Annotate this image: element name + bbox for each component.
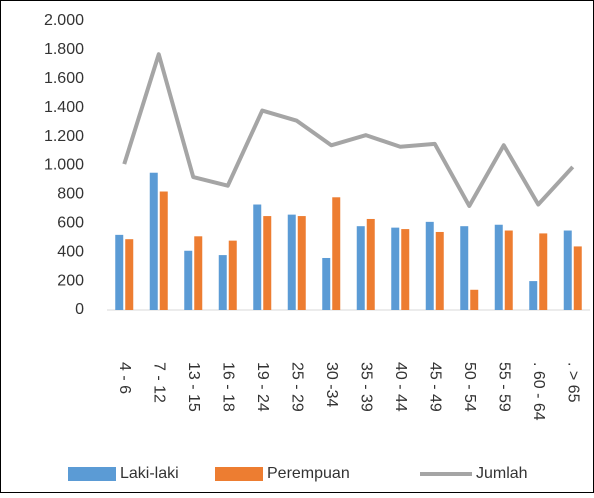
x-tick-label: . > 65 [565,362,582,403]
bar [287,214,296,310]
x-tick-label: 13 - 15 [185,362,202,412]
y-tick-label: 1.600 [44,70,84,87]
bar [435,231,444,310]
x-tick-label: 35 - 39 [358,362,375,412]
x-tick-label: 4 - 6 [116,362,133,394]
x-tick-label: 45 - 49 [427,362,444,412]
bar [322,257,331,310]
y-tick-label: 1.800 [44,41,84,58]
bar [297,216,306,310]
y-tick-label: 800 [57,186,84,203]
legend-label: Laki-laki [120,465,179,482]
x-tick-label: . 60 - 64 [530,362,547,421]
bar [149,172,158,310]
x-tick-label: 7 - 12 [151,362,168,403]
bar [504,230,513,310]
x-tick-label: 16 - 18 [220,362,237,412]
bar [332,197,341,310]
legend-label: Perempuan [267,465,350,482]
x-tick-label: 19 - 24 [254,362,271,412]
x-tick-label: 25 - 29 [289,362,306,412]
y-tick-label: 1.000 [44,157,84,174]
bar [391,227,400,310]
x-tick-label: 50 - 54 [461,362,478,412]
bar [194,236,203,310]
bar [218,255,227,310]
bar [263,216,272,310]
bar [366,218,375,310]
bar [125,239,134,310]
x-tick-label: 40 - 44 [392,362,409,412]
line [122,52,575,208]
x-tick-label: 55 - 59 [496,362,513,412]
legend-swatch [68,467,116,481]
x-tick-label: 30 -34 [323,362,340,407]
bar [356,226,365,310]
bar [401,229,410,310]
bar [573,246,582,310]
legend-swatch [215,467,263,481]
bar [115,234,124,310]
y-tick-label: 0 [75,301,84,318]
y-tick-label: 1.200 [44,128,84,145]
y-tick-label: 200 [57,272,84,289]
bar [460,226,469,310]
y-tick-label: 2.000 [44,12,84,29]
y-tick-label: 600 [57,215,84,232]
bar [159,191,168,310]
bar [529,281,538,310]
y-tick-label: 400 [57,243,84,260]
bar [563,230,572,310]
legend-label: Jumlah [476,465,528,482]
bar [184,250,193,310]
bar [470,289,479,310]
bar [228,240,237,310]
bar [494,224,503,310]
bar [253,204,262,310]
y-tick-label: 1.400 [44,99,84,116]
bar [425,221,434,310]
bar [539,233,548,310]
